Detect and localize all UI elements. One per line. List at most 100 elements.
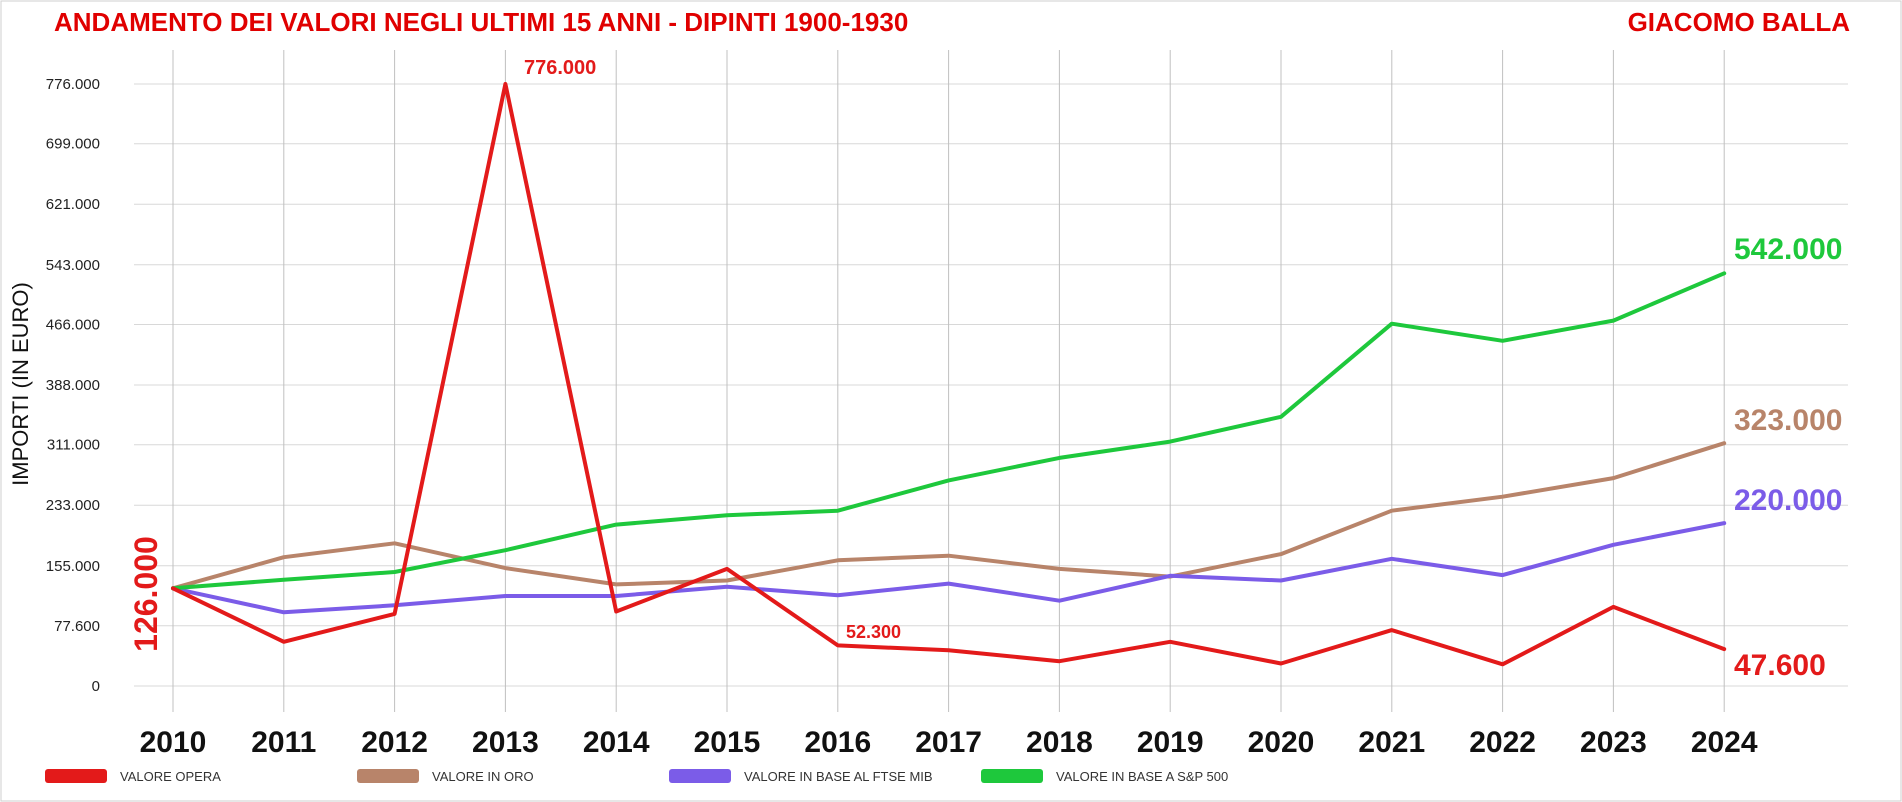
x-tick-label: 2013 — [472, 726, 539, 759]
y-tick-label: 466.000 — [46, 316, 100, 333]
legend-swatch — [981, 769, 1043, 783]
data-point — [1391, 558, 1393, 560]
data-point — [1280, 553, 1282, 555]
x-tick-label: 2019 — [1137, 726, 1204, 759]
legend-label: VALORE OPERA — [120, 769, 221, 784]
data-point — [1502, 574, 1504, 576]
data-point — [1391, 510, 1393, 512]
legend-swatch — [669, 769, 731, 783]
legend-swatch — [45, 769, 107, 783]
data-point — [726, 514, 728, 516]
series-layer — [171, 82, 1727, 667]
data-point — [1058, 660, 1060, 662]
data-point — [283, 579, 285, 581]
data-point — [1612, 320, 1614, 322]
data-point — [615, 595, 617, 597]
data-point — [1723, 442, 1725, 444]
data-point — [837, 594, 839, 596]
data-point — [1058, 457, 1060, 459]
data-point — [1391, 629, 1393, 631]
x-tick-label: 2014 — [583, 726, 650, 759]
x-tick-label: 2023 — [1580, 726, 1647, 759]
data-point — [1723, 272, 1725, 274]
y-tick-label: 155.000 — [46, 558, 100, 575]
data-label: 52.300 — [846, 622, 901, 642]
data-point — [1169, 575, 1171, 577]
data-point — [1280, 663, 1282, 665]
data-label: 776.000 — [524, 57, 596, 79]
data-point — [1058, 568, 1060, 570]
x-tick-label: 2010 — [140, 726, 207, 759]
data-point — [1502, 340, 1504, 342]
data-point — [394, 542, 396, 544]
data-point — [1723, 522, 1725, 524]
x-tick-label: 2022 — [1469, 726, 1536, 759]
data-label: 220.000 — [1734, 484, 1842, 517]
grid-layer — [134, 50, 1848, 712]
data-label: 126.000 — [128, 536, 164, 652]
x-tick-label: 2021 — [1358, 726, 1425, 759]
data-point — [283, 556, 285, 558]
legend-label: VALORE IN BASE AL FTSE MIB — [744, 769, 933, 784]
data-point — [615, 524, 617, 526]
y-tick-label: 388.000 — [46, 377, 100, 394]
data-point — [504, 595, 506, 597]
y-tick-label: 699.000 — [46, 136, 100, 153]
data-point — [1058, 600, 1060, 602]
data-point — [726, 579, 728, 581]
data-point — [1169, 441, 1171, 443]
data-point — [615, 611, 617, 613]
x-tick-label: 2024 — [1691, 726, 1758, 759]
data-point — [948, 583, 950, 585]
data-point — [837, 644, 839, 646]
data-label: 47.600 — [1734, 649, 1826, 682]
data-point — [837, 510, 839, 512]
x-tick-label: 2011 — [251, 726, 316, 759]
data-point — [1502, 663, 1504, 665]
x-tick-label: 2020 — [1248, 726, 1315, 759]
data-point — [1280, 416, 1282, 418]
data-point — [1391, 323, 1393, 325]
y-tick-label: 77.600 — [54, 618, 100, 635]
data-point — [726, 568, 728, 570]
y-tick-label: 0 — [92, 678, 100, 695]
legend-label: VALORE IN ORO — [432, 769, 534, 784]
x-tick-label: 2015 — [694, 726, 761, 759]
data-point — [1169, 641, 1171, 643]
data-point — [504, 83, 506, 85]
y-tick-label: 621.000 — [46, 196, 100, 213]
x-tick-label: 2012 — [361, 726, 428, 759]
data-point — [948, 649, 950, 651]
chart-subtitle: GIACOMO BALLA — [1628, 7, 1851, 37]
data-point — [948, 555, 950, 557]
data-point — [504, 567, 506, 569]
data-point — [1502, 496, 1504, 498]
data-point — [837, 559, 839, 561]
data-point — [1280, 579, 1282, 581]
data-label: 542.000 — [1734, 233, 1842, 266]
annotation-layer: 776.000 52.300 126.000 47.600 323.000 220.000… — [128, 57, 1842, 682]
y-axis-label: IMPORTI (IN EURO) — [8, 282, 33, 486]
legend-label: VALORE IN BASE A S&P 500 — [1056, 769, 1228, 784]
chart-title: ANDAMENTO DEI VALORI NEGLI ULTIMI 15 ANN… — [54, 7, 908, 37]
x-tick-label: 2016 — [804, 726, 871, 759]
data-point — [283, 641, 285, 643]
y-tick-label: 776.000 — [46, 76, 100, 93]
data-point — [394, 571, 396, 573]
data-point — [948, 479, 950, 481]
data-point — [172, 587, 174, 589]
data-point — [394, 613, 396, 615]
data-point — [1612, 606, 1614, 608]
data-point — [1723, 648, 1725, 650]
data-point — [726, 586, 728, 588]
legend-swatch — [357, 769, 419, 783]
x-tick-label: 2017 — [915, 726, 982, 759]
x-tick-label: 2018 — [1026, 726, 1093, 759]
y-tick-label: 233.000 — [46, 497, 100, 514]
data-point — [283, 611, 285, 613]
y-tick-label: 543.000 — [46, 257, 100, 274]
data-label: 323.000 — [1734, 404, 1842, 437]
